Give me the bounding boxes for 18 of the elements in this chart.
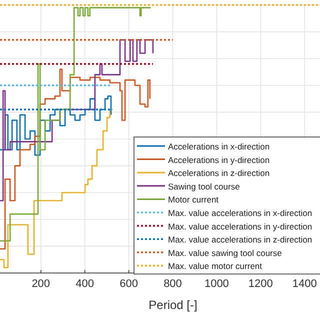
legend-label: Accelerations in y-direction — [168, 154, 270, 165]
x-tick-label: 200 — [32, 278, 50, 290]
x-tick-label: 400 — [76, 278, 94, 290]
x-tick-label: 600 — [120, 278, 138, 290]
x-tick-label: 1000 — [204, 278, 229, 290]
legend-label: Max. value motor current — [168, 261, 263, 272]
x-tick-label: 1400 — [292, 278, 317, 290]
legend-label: Motor current — [168, 194, 220, 205]
legend-label: Accelerations in z-direction — [168, 168, 270, 178]
legend-label: Sawing tool course — [168, 181, 240, 192]
legend-label: Max. value accelerations in y-direction — [168, 221, 312, 232]
x-axis-title: Period [-] — [148, 298, 198, 312]
x-tick-label: 1200 — [248, 278, 273, 290]
legend-label: Max. value accelerations in x-direction — [168, 208, 312, 218]
legend-label: Max. value accelerations in z-direction — [168, 234, 312, 245]
x-tick-label: 800 — [164, 278, 182, 290]
legend-label: Accelerations in x-direction — [168, 142, 270, 152]
legend-label: Max. value sawing tool course — [168, 248, 282, 258]
